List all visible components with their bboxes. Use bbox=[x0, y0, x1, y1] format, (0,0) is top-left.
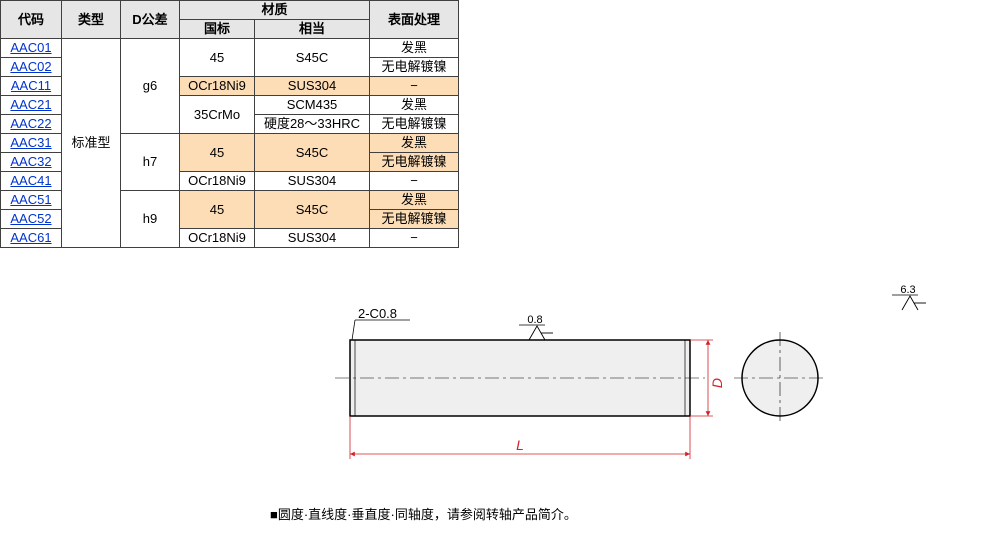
mat-eq-cell: SUS304 bbox=[255, 77, 370, 96]
drawing-svg: L D 0.8 6.3 2-C0.8 bbox=[270, 290, 950, 500]
code-link[interactable]: AAC31 bbox=[10, 135, 51, 150]
code-link[interactable]: AAC32 bbox=[10, 154, 51, 169]
th-tol: D公差 bbox=[121, 1, 180, 39]
th-mat-gb: 国标 bbox=[180, 20, 255, 39]
th-type: 类型 bbox=[62, 1, 121, 39]
mat-eq-cell: 硬度28～33HRC bbox=[255, 115, 370, 134]
code-link[interactable]: AAC51 bbox=[10, 192, 51, 207]
surf-cell: 发黑 bbox=[370, 39, 459, 58]
table-row-code: AAC02 bbox=[1, 58, 62, 77]
surf-cell: 无电解镀镍 bbox=[370, 210, 459, 229]
type-cell: 标准型 bbox=[62, 39, 121, 248]
mat-gb-cell: OCr18Ni9 bbox=[180, 77, 255, 96]
table-row-code: AAC21 bbox=[1, 96, 62, 115]
mat-eq-cell: S45C bbox=[255, 39, 370, 77]
code-link[interactable]: AAC02 bbox=[10, 59, 51, 74]
mat-eq-cell: SUS304 bbox=[255, 229, 370, 248]
svg-text:6.3: 6.3 bbox=[900, 284, 915, 296]
svg-text:D: D bbox=[709, 378, 725, 388]
mat-eq-cell: SUS304 bbox=[255, 172, 370, 191]
code-link[interactable]: AAC41 bbox=[10, 173, 51, 188]
th-mat-eq: 相当 bbox=[255, 20, 370, 39]
tol-cell: h9 bbox=[121, 191, 180, 248]
table-row-code: AAC51 bbox=[1, 191, 62, 210]
mat-gb-cell: OCr18Ni9 bbox=[180, 172, 255, 191]
mat-gb-cell: 45 bbox=[180, 191, 255, 229]
surf-cell: 无电解镀镍 bbox=[370, 58, 459, 77]
mat-eq-cell: SCM435 bbox=[255, 96, 370, 115]
th-mat: 材质 bbox=[180, 1, 370, 20]
table-row-code: AAC61 bbox=[1, 229, 62, 248]
surf-cell: − bbox=[370, 77, 459, 96]
mat-eq-cell: S45C bbox=[255, 191, 370, 229]
code-link[interactable]: AAC52 bbox=[10, 211, 51, 226]
code-link[interactable]: AAC61 bbox=[10, 230, 51, 245]
code-link[interactable]: AAC01 bbox=[10, 40, 51, 55]
footnote: ■圆度·直线度·垂直度·同轴度，请参阅转轴产品简介。 bbox=[270, 504, 577, 523]
tol-cell: g6 bbox=[121, 39, 180, 134]
th-surf: 表面处理 bbox=[370, 1, 459, 39]
surf-cell: 无电解镀镍 bbox=[370, 115, 459, 134]
code-link[interactable]: AAC21 bbox=[10, 97, 51, 112]
table-row-code: AAC52 bbox=[1, 210, 62, 229]
table-row-code: AAC22 bbox=[1, 115, 62, 134]
code-link[interactable]: AAC11 bbox=[11, 78, 51, 93]
svg-text:2-C0.8: 2-C0.8 bbox=[358, 306, 397, 321]
code-link[interactable]: AAC22 bbox=[10, 116, 51, 131]
surf-cell: − bbox=[370, 172, 459, 191]
surf-cell: 发黑 bbox=[370, 134, 459, 153]
surf-cell: − bbox=[370, 229, 459, 248]
spec-table-wrap: 代码 类型 D公差 材质 表面处理 国标 相当 AAC01标准型g645S45C… bbox=[0, 0, 459, 248]
svg-text:0.8: 0.8 bbox=[527, 314, 542, 326]
mat-gb-cell: 45 bbox=[180, 134, 255, 172]
surf-cell: 发黑 bbox=[370, 191, 459, 210]
table-row-code: AAC01 bbox=[1, 39, 62, 58]
mat-eq-cell: S45C bbox=[255, 134, 370, 172]
tech-drawing: L D 0.8 6.3 2-C0.8 bbox=[270, 290, 950, 510]
th-code: 代码 bbox=[1, 1, 62, 39]
mat-gb-cell: 45 bbox=[180, 39, 255, 77]
mat-gb-cell: OCr18Ni9 bbox=[180, 229, 255, 248]
table-row-code: AAC11 bbox=[1, 77, 62, 96]
mat-gb-cell: 35CrMo bbox=[180, 96, 255, 134]
table-row-code: AAC41 bbox=[1, 172, 62, 191]
surf-cell: 无电解镀镍 bbox=[370, 153, 459, 172]
table-row-code: AAC32 bbox=[1, 153, 62, 172]
svg-text:L: L bbox=[516, 437, 524, 453]
surf-cell: 发黑 bbox=[370, 96, 459, 115]
table-row-code: AAC31 bbox=[1, 134, 62, 153]
tol-cell: h7 bbox=[121, 134, 180, 191]
spec-table: 代码 类型 D公差 材质 表面处理 国标 相当 AAC01标准型g645S45C… bbox=[0, 0, 459, 248]
